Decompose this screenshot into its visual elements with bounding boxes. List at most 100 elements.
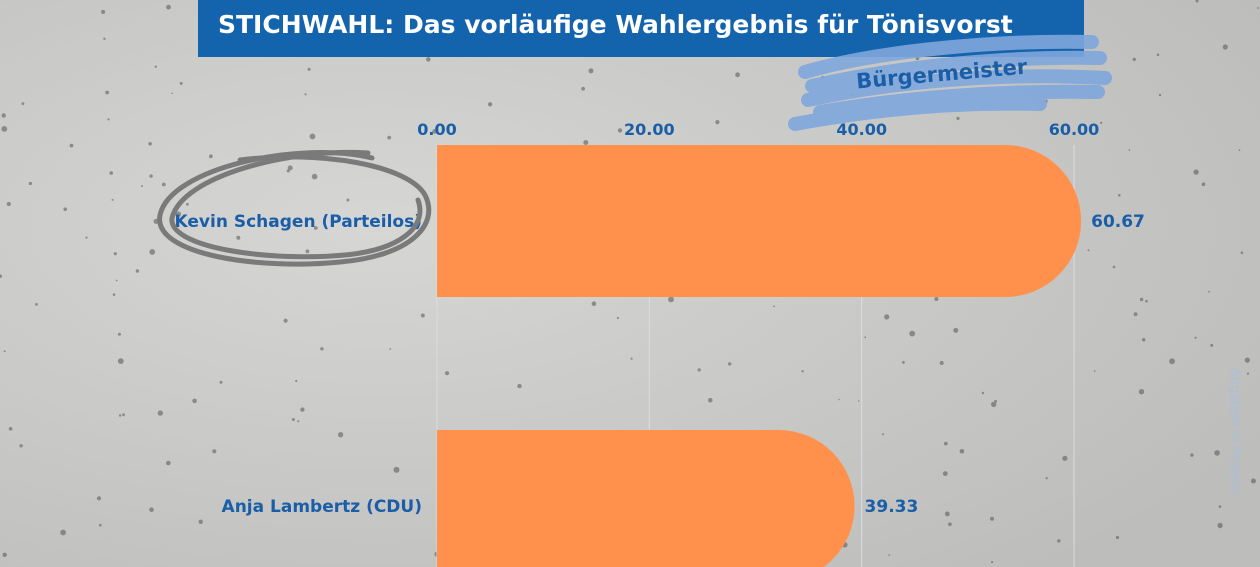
speckle	[107, 118, 110, 121]
speckle	[888, 554, 890, 556]
speckle	[902, 361, 905, 364]
speckle	[291, 418, 295, 421]
speckle	[1210, 343, 1214, 347]
speckle	[109, 171, 113, 175]
speckle	[697, 368, 701, 372]
speckle	[517, 383, 522, 389]
speckle	[111, 198, 114, 201]
speckle	[157, 410, 163, 416]
speckle	[1244, 357, 1250, 363]
speckle	[715, 120, 720, 125]
speckle	[304, 93, 307, 96]
x-tick-label: 20.00	[624, 120, 675, 139]
speckle	[192, 398, 197, 404]
speckle	[1169, 358, 1175, 365]
speckle	[668, 296, 674, 303]
speckle	[432, 129, 438, 134]
speckle	[311, 173, 318, 180]
speckle	[149, 174, 153, 178]
speckle	[728, 362, 732, 366]
speckle	[122, 413, 125, 417]
speckle	[6, 201, 11, 207]
speckle	[1128, 149, 1131, 151]
speckle	[1194, 336, 1197, 339]
speckle	[21, 102, 25, 105]
x-tick-label: 0.00	[417, 120, 456, 139]
speckle	[69, 143, 74, 148]
category-label: Anja Lambertz (CDU)	[222, 497, 422, 517]
speckle	[305, 249, 310, 254]
speckle	[882, 433, 885, 436]
speckle	[1193, 169, 1199, 175]
speckle	[956, 116, 960, 120]
speckle	[337, 432, 344, 438]
speckle	[118, 414, 122, 417]
speckle	[1, 113, 6, 118]
speckle	[60, 529, 66, 536]
speckle	[1190, 453, 1194, 457]
speckle	[1208, 290, 1210, 293]
speckle	[295, 379, 298, 383]
speckle	[346, 198, 350, 202]
speckle	[236, 235, 241, 240]
speckle	[1118, 194, 1121, 197]
speckle	[1062, 455, 1068, 461]
speckle	[115, 279, 118, 282]
speckle	[393, 466, 400, 473]
speckle	[1250, 478, 1256, 484]
speckle	[96, 496, 102, 501]
speckle	[1222, 44, 1228, 50]
speckle	[28, 181, 32, 186]
speckle	[934, 297, 939, 301]
speckle	[942, 471, 948, 476]
speckle	[3, 350, 6, 353]
speckle	[1, 125, 8, 132]
speckle	[1100, 121, 1103, 124]
speckle	[959, 449, 965, 454]
speckle	[0, 274, 2, 278]
speckle	[1132, 57, 1137, 62]
speckle	[149, 249, 156, 255]
speckle	[1201, 182, 1206, 186]
speckle	[387, 135, 392, 140]
speckle	[198, 519, 203, 524]
speckle	[1214, 450, 1220, 456]
speckle	[320, 347, 324, 351]
speckle	[141, 185, 143, 187]
speckle	[1093, 370, 1096, 372]
speckle	[297, 420, 300, 423]
speckle	[286, 169, 290, 173]
bar	[437, 145, 1082, 297]
speckle	[268, 220, 274, 226]
speckle	[981, 391, 985, 395]
speckle	[838, 398, 840, 401]
speckle	[909, 330, 916, 337]
speckle	[179, 81, 183, 85]
speckle	[939, 361, 944, 365]
speckle	[420, 313, 425, 318]
speckle	[735, 72, 740, 78]
speckle	[948, 522, 952, 526]
speckle	[487, 102, 493, 107]
speckle	[1087, 249, 1090, 252]
x-tick-label: 60.00	[1049, 120, 1100, 139]
speckle	[943, 441, 948, 446]
bar	[437, 430, 855, 567]
speckle	[313, 226, 318, 230]
speckle	[1158, 93, 1162, 97]
speckle	[171, 92, 173, 95]
speckle	[864, 336, 867, 339]
speckle	[166, 4, 171, 10]
speckle	[309, 133, 316, 140]
value-label: 60.67	[1091, 212, 1145, 232]
unit-note: Angaben in Prozent	[1227, 368, 1242, 495]
speckle	[858, 400, 860, 402]
speckle	[148, 142, 152, 146]
speckle	[773, 305, 775, 308]
speckle	[287, 165, 293, 171]
speckle	[1138, 389, 1145, 395]
speckle	[630, 357, 633, 360]
speckle	[1240, 251, 1244, 254]
speckle	[991, 401, 997, 408]
